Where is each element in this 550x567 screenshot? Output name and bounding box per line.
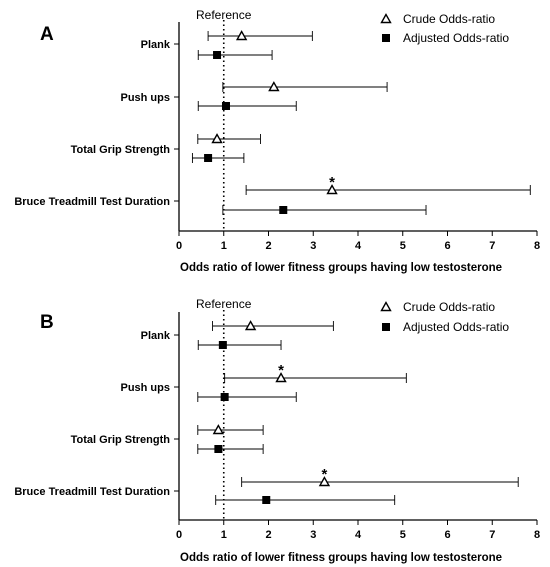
- x-tick-label: 6: [444, 529, 450, 541]
- x-tick-label: 1: [221, 529, 227, 541]
- category-labels: Plank Push ups Total Grip Strength Bruce Tr…: [14, 330, 171, 498]
- category-label: Total Grip Strength: [71, 144, 171, 156]
- crude-or-point: [275, 372, 287, 383]
- category-label: Bruce Treadmill Test Duration: [14, 486, 170, 498]
- significance-star: *: [329, 174, 335, 191]
- x-tick-label: 0: [176, 529, 182, 541]
- legend-triangle-marker: [380, 13, 392, 24]
- x-tick-label: 3: [310, 529, 316, 541]
- legend-entry-adjusted: Adjusted Odds-ratio: [403, 320, 509, 334]
- x-axis-label: Odds ratio of lower fitness groups havin…: [180, 552, 502, 564]
- legend-square-marker: [382, 323, 390, 331]
- adjusted-or-point: [204, 154, 213, 162]
- x-tick-label: 0: [176, 240, 182, 252]
- x-axis-label: Odds ratio of lower fitness groups havin…: [180, 262, 502, 274]
- reference-label: Reference: [196, 8, 252, 22]
- data-marks: *: [191, 30, 531, 215]
- x-tick-label: 8: [534, 529, 540, 541]
- legend-entry-adjusted: Adjusted Odds-ratio: [403, 31, 509, 45]
- crude-or-point: [244, 320, 257, 331]
- x-tick-label: 6: [444, 240, 450, 252]
- x-tick-label: 1: [221, 240, 227, 252]
- panel-label: B: [40, 312, 54, 333]
- legend: Crude Odds-ratio Adjusted Odds-ratio: [380, 12, 509, 45]
- legend-entry-crude: Crude Odds-ratio: [403, 12, 495, 26]
- forest-panel-a: A Reference Crude Odds-ratio Adjusted Od…: [14, 8, 540, 274]
- data-marks: **: [197, 320, 519, 505]
- legend-entry-crude: Crude Odds-ratio: [403, 300, 495, 314]
- x-tick-label: 3: [310, 240, 316, 252]
- crude-or-point: [235, 30, 248, 41]
- legend-square-marker: [382, 34, 390, 42]
- reference-label: Reference: [196, 297, 252, 311]
- panel-label: A: [40, 24, 54, 45]
- adjusted-or-point: [262, 496, 271, 504]
- crude-or-point: [268, 81, 280, 92]
- axes: 0 1 2 3 4 5 6 7 8: [174, 20, 540, 252]
- crude-or-point: [212, 424, 225, 435]
- adjusted-or-point: [213, 51, 222, 59]
- legend-triangle-marker: [380, 301, 392, 312]
- adjusted-or-point: [214, 445, 223, 453]
- x-tick-label: 7: [489, 529, 495, 541]
- axes: 0 1 2 3 4 5 6 7 8: [174, 310, 540, 541]
- x-tick-label: 5: [400, 529, 406, 541]
- category-label: Push ups: [120, 382, 170, 394]
- adjusted-or-point: [220, 393, 229, 401]
- forest-panel-b: B Reference Crude Odds-ratio Adjusted Od…: [14, 297, 540, 564]
- crude-or-point: [318, 476, 331, 487]
- x-tick-label: 2: [265, 529, 271, 541]
- category-label: Plank: [141, 330, 171, 342]
- adjusted-or-point: [221, 102, 230, 110]
- x-tick-label: 5: [400, 240, 406, 252]
- category-labels: Plank Push ups Total Grip Strength Bruce Tr…: [14, 39, 171, 208]
- adjusted-or-point: [279, 206, 288, 214]
- category-label: Total Grip Strength: [71, 434, 171, 446]
- x-tick-label: 4: [355, 529, 362, 541]
- category-label: Push ups: [120, 92, 170, 104]
- x-tick-label: 2: [265, 240, 271, 252]
- significance-star: *: [278, 362, 284, 379]
- adjusted-or-point: [218, 341, 227, 349]
- x-tick-label: 8: [534, 240, 540, 252]
- x-tick-label: 4: [355, 240, 362, 252]
- x-tick-label: 7: [489, 240, 495, 252]
- significance-star: *: [322, 466, 328, 483]
- crude-or-point: [211, 133, 223, 144]
- category-label: Bruce Treadmill Test Duration: [14, 196, 170, 208]
- legend: Crude Odds-ratio Adjusted Odds-ratio: [380, 300, 509, 334]
- category-label: Plank: [141, 39, 171, 51]
- crude-or-point: [326, 184, 338, 195]
